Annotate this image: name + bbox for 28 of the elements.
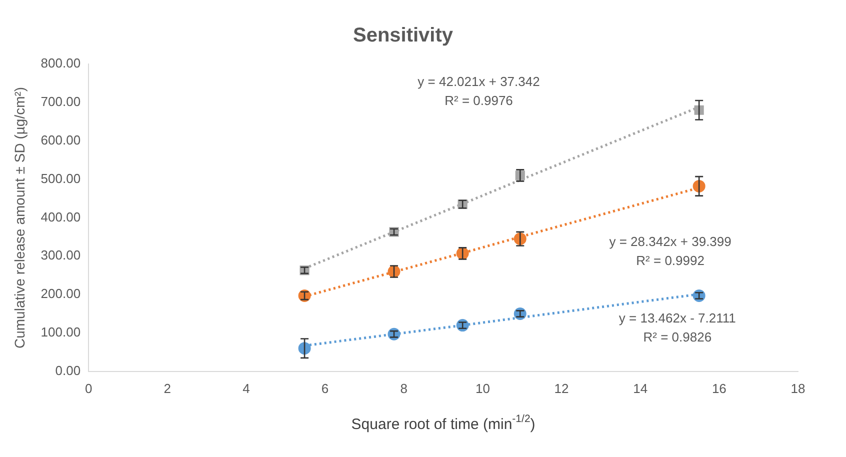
annotation: R² = 0.9992 bbox=[636, 252, 704, 268]
x-tick-label: 12 bbox=[554, 380, 569, 396]
x-tick-label: 8 bbox=[400, 380, 408, 396]
annotation: y = 13.462x - 7.2111 bbox=[618, 310, 736, 326]
y-tick-label: 300.00 bbox=[40, 248, 81, 263]
annotation: y = 28.342x + 39.399 bbox=[609, 234, 732, 249]
x-tick-label: 0 bbox=[84, 380, 92, 396]
x-tick-label: 4 bbox=[242, 380, 250, 396]
annotation: y = 42.021x + 37.342 bbox=[418, 74, 540, 90]
y-axis-title: Cumulative release amount ± SD (µg/cm²) bbox=[11, 86, 28, 349]
x-tick-label: 18 bbox=[790, 380, 806, 396]
y-tick-label: 800.00 bbox=[40, 56, 81, 71]
x-tick-label: 6 bbox=[321, 380, 329, 396]
y-tick-label: 700.00 bbox=[40, 94, 81, 110]
y-tick-label: 0.00 bbox=[55, 362, 81, 378]
y-tick-label: 200.00 bbox=[40, 286, 81, 302]
x-tick-label: 2 bbox=[164, 380, 172, 396]
x-tick-label: 16 bbox=[712, 380, 726, 396]
annotation: R² = 0.9976 bbox=[444, 93, 513, 108]
y-tick-label: 600.00 bbox=[40, 132, 81, 148]
point bbox=[514, 308, 526, 320]
y-tick-label: 500.00 bbox=[40, 170, 81, 186]
x-tick-label: 10 bbox=[475, 380, 490, 396]
y-tick-label: 100.00 bbox=[40, 324, 81, 340]
y-tick-label: 400.00 bbox=[40, 209, 81, 224]
chart-title: Sensitivity bbox=[352, 24, 454, 47]
annotation: R² = 0.9826 bbox=[643, 330, 712, 345]
x-tick-label: 14 bbox=[633, 380, 648, 396]
